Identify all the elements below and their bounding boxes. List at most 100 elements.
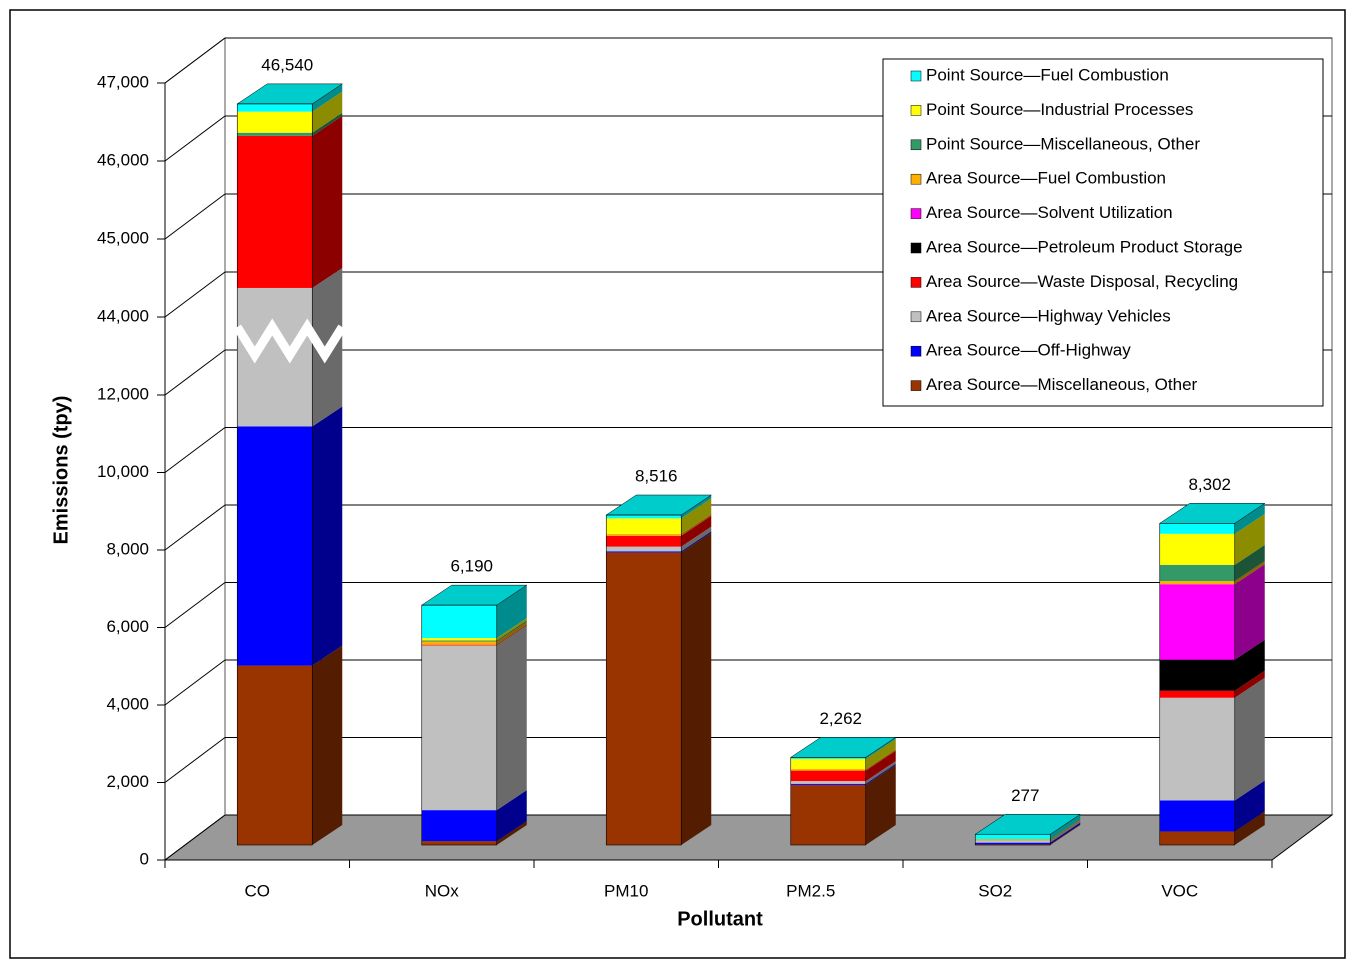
- bar-side: [1234, 780, 1265, 832]
- legend-swatch: [910, 208, 922, 219]
- y-tick-label: 0: [140, 849, 149, 868]
- bar-side: [865, 764, 896, 845]
- y-tick-label: 6,000: [106, 617, 149, 636]
- bar-segment: [790, 770, 866, 782]
- bar-segment: [790, 784, 866, 845]
- bar-side: [681, 498, 712, 534]
- x-axis-title: Pollutant: [677, 908, 763, 930]
- bar-side: [496, 790, 527, 842]
- grid-line-side: [164, 737, 226, 783]
- y-tick-label: 10,000: [97, 462, 149, 481]
- legend-box: [882, 58, 1324, 407]
- bar-segment: [1159, 584, 1235, 660]
- bar-segment: [1159, 690, 1235, 698]
- legend-label: Area Source—Miscellaneous, Other: [926, 375, 1198, 394]
- bar-side: [865, 749, 896, 771]
- bar-segment: [975, 842, 1051, 845]
- bar-segment: [421, 645, 497, 811]
- legend-label: Area Source—Highway Vehicles: [926, 306, 1171, 325]
- x-tick-label: PM10: [604, 881, 648, 900]
- grid-line-side: [164, 37, 226, 84]
- x-tick-label: SO2: [978, 881, 1012, 900]
- bar-side: [1234, 670, 1265, 698]
- bar-side: [496, 625, 527, 811]
- bar-side: [312, 406, 343, 666]
- bar-outline: [605, 514, 682, 846]
- bar-segment: [1159, 831, 1235, 845]
- bar-segment: [975, 834, 1051, 840]
- bar-side: [1050, 822, 1081, 845]
- bar-side: [1234, 503, 1265, 534]
- bar-segment: [1159, 523, 1235, 534]
- bar-side: [865, 761, 896, 784]
- bar-outline: [974, 833, 1051, 846]
- grid-line-side: [164, 271, 226, 318]
- y-tick-label: 8,000: [106, 539, 149, 558]
- bar-side: [496, 620, 527, 642]
- bar-side: [496, 821, 527, 845]
- y-tick-label: 45,000: [97, 228, 149, 247]
- legend-label: Area Source—Waste Disposal, Recycling: [926, 272, 1238, 291]
- grid-line-side: [164, 582, 226, 628]
- bar-side: [496, 621, 527, 645]
- total-label: 8,302: [1188, 475, 1231, 494]
- bar-side: [312, 115, 343, 288]
- y-tick-label: 47,000: [97, 72, 149, 91]
- bar-segment: [1159, 581, 1235, 585]
- bar-side: [1050, 824, 1081, 845]
- bar-segment: [421, 644, 497, 646]
- y-tick-label: 12,000: [97, 384, 149, 403]
- y-tick-label: 2,000: [106, 772, 149, 791]
- legend-label: Area Source—Off-Highway: [926, 341, 1131, 360]
- bar-segment: [606, 518, 682, 534]
- bar-segment: [790, 781, 866, 784]
- bar-segment: [606, 551, 682, 553]
- bar-side: [1234, 677, 1265, 801]
- grid-line-side: [164, 427, 226, 473]
- bar-side: [1234, 561, 1265, 585]
- x-tick-label: PM2.5: [786, 881, 835, 900]
- x-tick-label: CO: [245, 881, 271, 900]
- bar-side: [1234, 564, 1265, 660]
- legend-swatch: [910, 242, 922, 254]
- legend-swatch: [910, 173, 922, 185]
- bar-outline: [790, 757, 867, 846]
- bar-side: [681, 513, 712, 536]
- bar-segment: [790, 758, 866, 770]
- bar-segment: [1159, 800, 1235, 832]
- bar-segment: [606, 535, 682, 547]
- total-label: 2,262: [819, 709, 862, 728]
- bar-segment: [975, 844, 1051, 845]
- bar-side: [681, 515, 712, 547]
- grid-line-side: [164, 349, 226, 396]
- legend-label: Area Source—Fuel Combustion: [926, 169, 1166, 188]
- bar-side: [681, 495, 712, 519]
- bar-segment: [975, 840, 1051, 843]
- bar-side: [312, 112, 343, 136]
- bar-side: [681, 526, 712, 552]
- legend-swatch: [910, 277, 922, 288]
- legend-swatch: [910, 105, 922, 116]
- side-wall: [164, 37, 226, 861]
- bar-side: [865, 763, 896, 785]
- bar-segment: [237, 132, 313, 136]
- bar-segment: [421, 810, 497, 842]
- bar-segment: [1159, 659, 1235, 691]
- legend-swatch: [910, 380, 922, 391]
- bar-segment: [1159, 697, 1235, 801]
- bar-side: [496, 618, 527, 641]
- bar-side: [312, 83, 343, 112]
- grid-line-side: [164, 659, 226, 706]
- legend-label: Point Source—Fuel Combustion: [926, 65, 1169, 84]
- legend-swatch: [910, 345, 922, 357]
- bar-side: [681, 532, 712, 845]
- bar-side: [865, 738, 896, 770]
- bar-outline: [421, 604, 498, 846]
- legend-label: Area Source—Petroleum Product Storage: [926, 237, 1243, 256]
- bar-segment: [790, 769, 866, 771]
- bar-side: [1234, 544, 1265, 582]
- legend: Point Source—Fuel Combustion Point Source…: [882, 58, 1324, 407]
- grid-line-side: [164, 814, 226, 861]
- bar-segment: [606, 546, 682, 552]
